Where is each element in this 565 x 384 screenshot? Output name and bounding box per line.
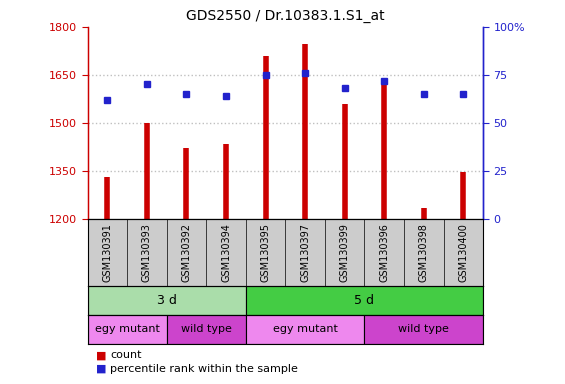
Bar — [88, 315, 167, 344]
Text: ■: ■ — [96, 350, 107, 360]
Title: GDS2550 / Dr.10383.1.S1_at: GDS2550 / Dr.10383.1.S1_at — [186, 9, 385, 23]
Text: GSM130393: GSM130393 — [142, 223, 152, 282]
Text: egy mutant: egy mutant — [95, 324, 159, 334]
Bar — [364, 315, 483, 344]
Bar — [246, 286, 483, 315]
Text: 3 d: 3 d — [157, 294, 177, 307]
Bar — [167, 315, 246, 344]
Text: egy mutant: egy mutant — [273, 324, 337, 334]
Text: percentile rank within the sample: percentile rank within the sample — [110, 364, 298, 374]
Text: 5 d: 5 d — [354, 294, 375, 307]
Text: ■: ■ — [96, 364, 107, 374]
Text: GSM130391: GSM130391 — [102, 223, 112, 282]
Text: GSM130398: GSM130398 — [419, 223, 429, 282]
Text: GSM130394: GSM130394 — [221, 223, 231, 282]
Text: GSM130397: GSM130397 — [300, 223, 310, 282]
Text: GSM130392: GSM130392 — [181, 223, 192, 282]
Text: GSM130396: GSM130396 — [379, 223, 389, 282]
Text: count: count — [110, 350, 142, 360]
Text: GSM130399: GSM130399 — [340, 223, 350, 282]
Text: wild type: wild type — [181, 324, 232, 334]
Bar — [246, 315, 364, 344]
Text: GSM130400: GSM130400 — [458, 223, 468, 282]
Text: wild type: wild type — [398, 324, 449, 334]
Bar — [88, 286, 246, 315]
Text: GSM130395: GSM130395 — [260, 223, 271, 282]
